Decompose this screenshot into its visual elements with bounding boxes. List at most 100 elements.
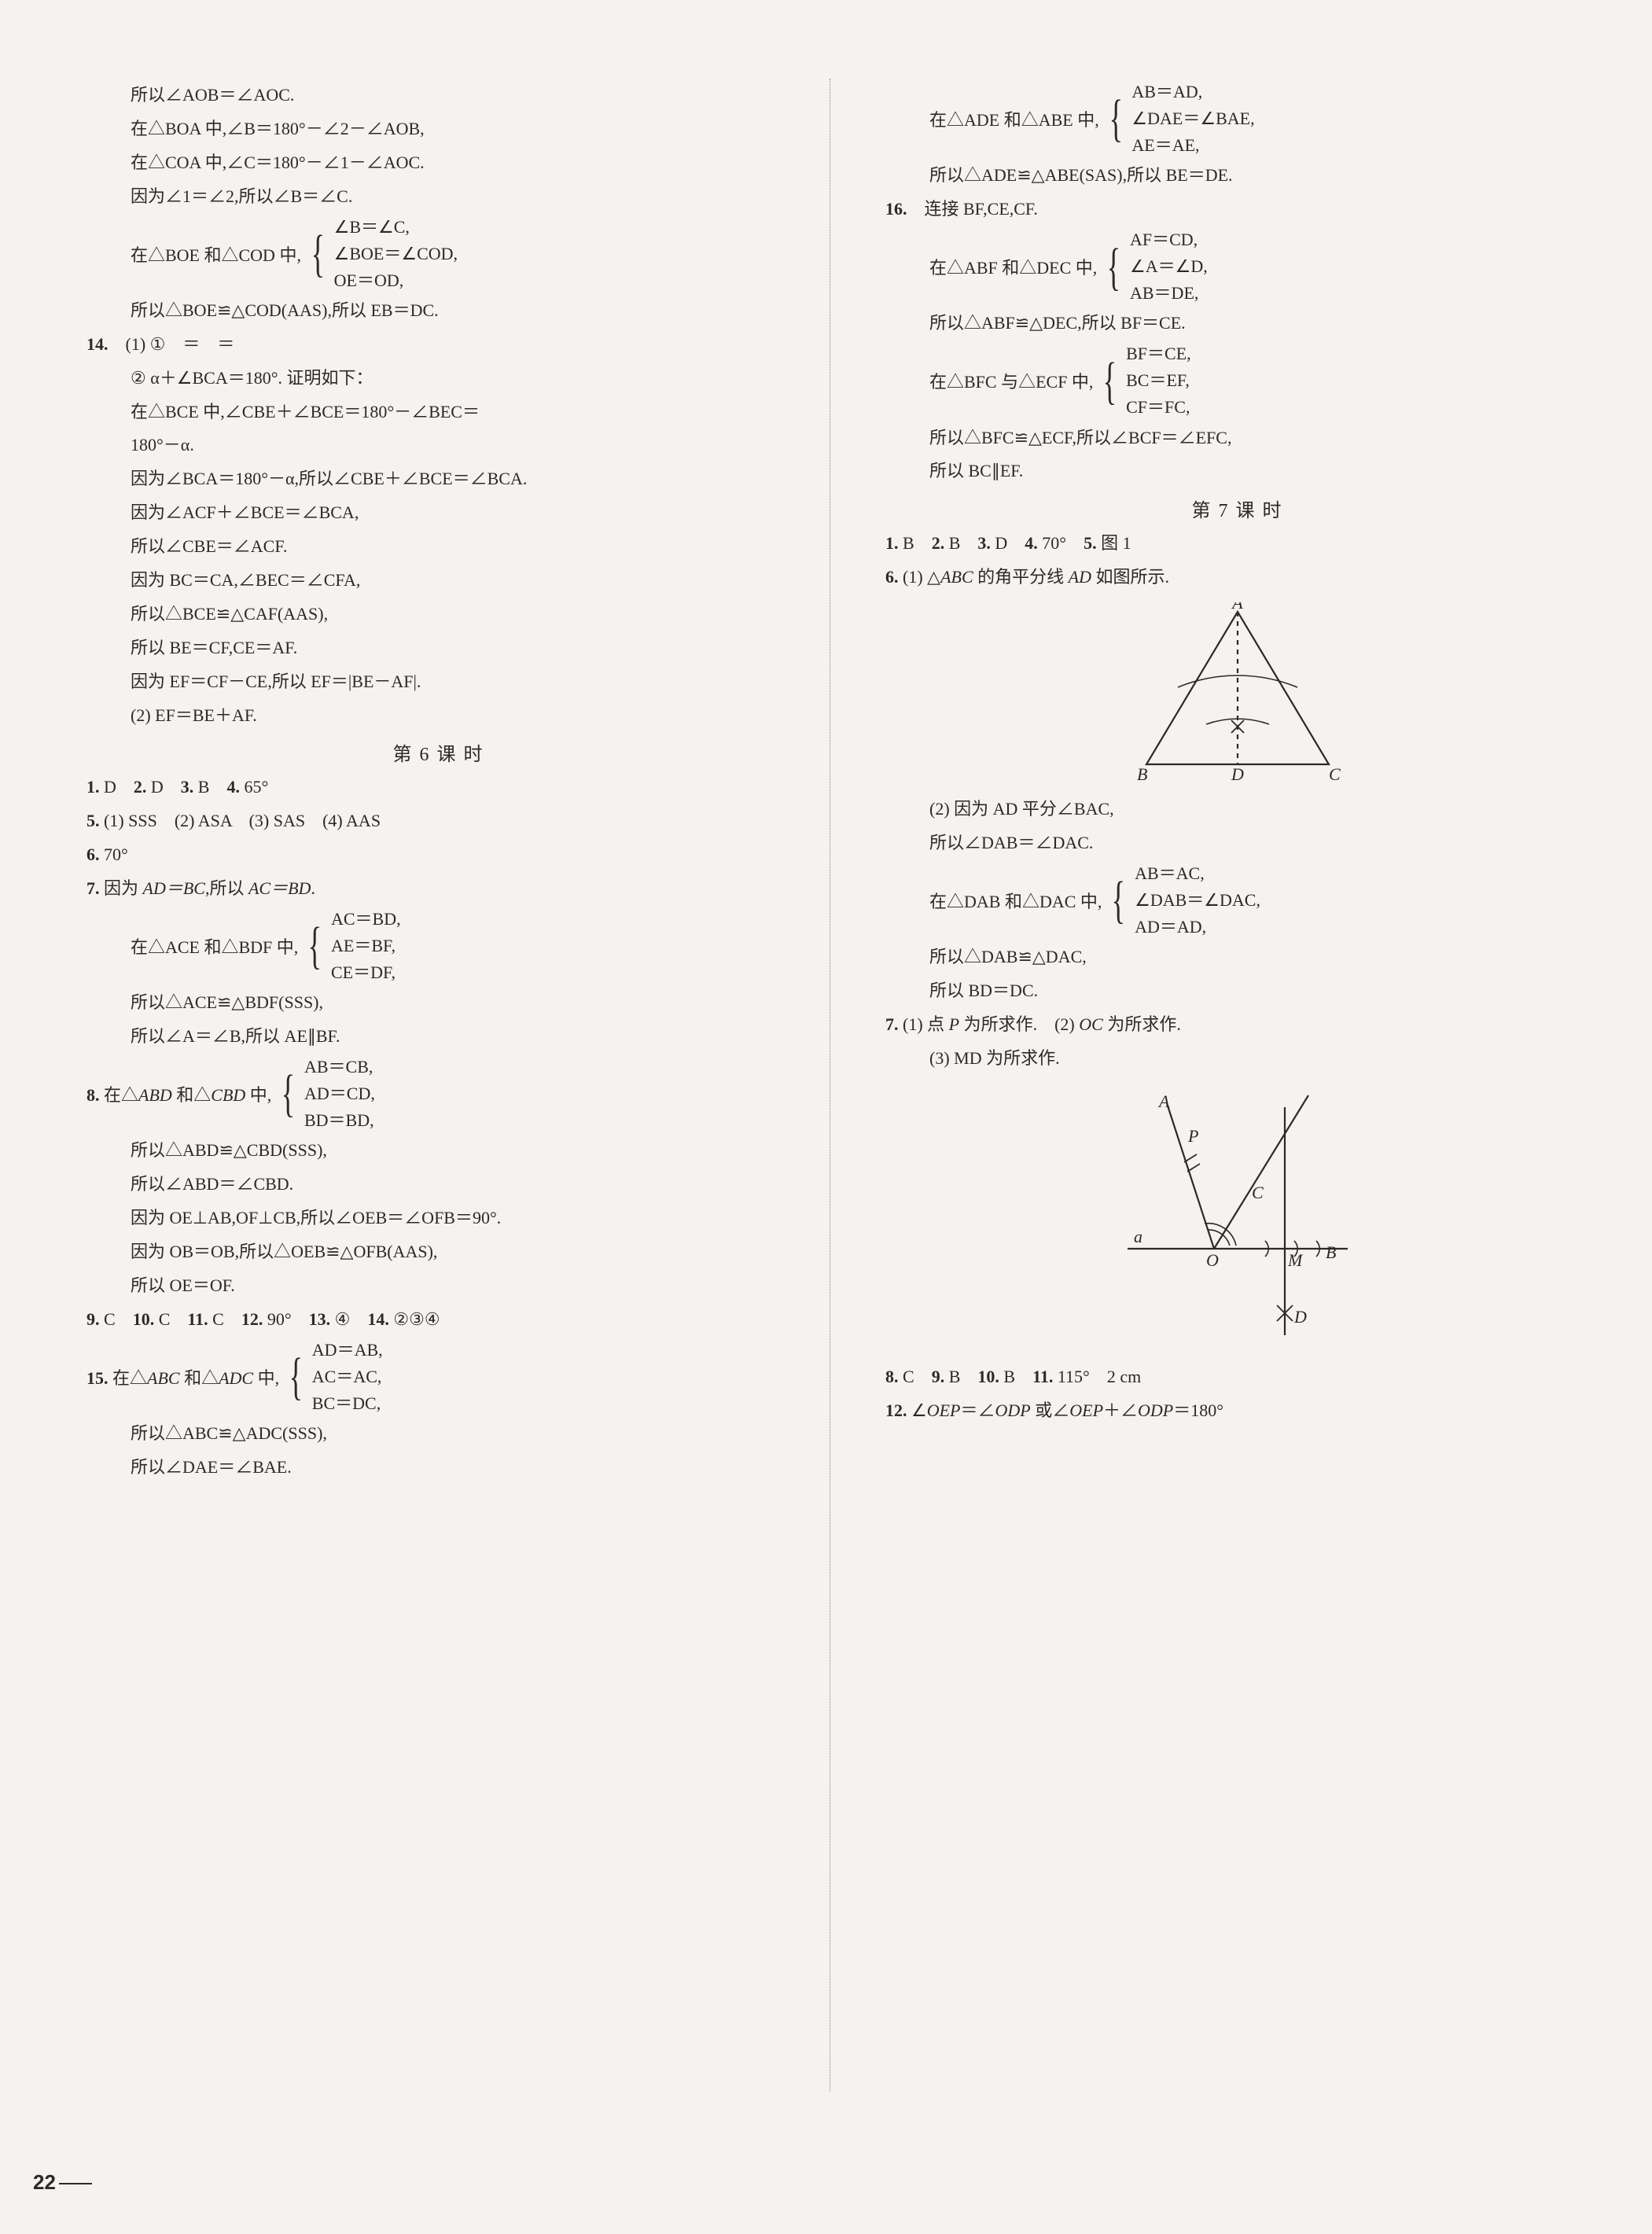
brace-block: 在△ACE 和△BDF 中, { AC＝BD, AE＝BF, CE＝DF, bbox=[86, 906, 790, 986]
brace-block: 在△BFC 与△ECF 中, { BF＝CE, BC＝EF, CF＝FC, bbox=[885, 340, 1589, 421]
brace-body: AF＝CD, ∠A＝∠D, AB＝DE, bbox=[1130, 226, 1208, 307]
page-content: 所以∠AOB＝∠AOC. 在△BOA 中,∠B＝180°－∠2－∠AOB, 在△… bbox=[86, 79, 1589, 2092]
answer-row: 1. B 2. B 3. D 4. 70° 5. 图 1 bbox=[885, 527, 1589, 561]
triangle-figure: A B D C bbox=[885, 594, 1589, 793]
svg-text:P: P bbox=[1187, 1126, 1198, 1146]
svg-text:C: C bbox=[1252, 1183, 1264, 1202]
text-line: 所以∠DAE＝∠BAE. bbox=[86, 1451, 790, 1485]
lesson7-heading: 第 7 课 时 bbox=[885, 488, 1589, 527]
brace-line: AB＝AC, bbox=[1135, 860, 1260, 887]
brace-line: ∠DAB＝∠DAC, bbox=[1135, 887, 1260, 914]
svg-text:a: a bbox=[1134, 1227, 1142, 1246]
brace-lead: 15. 在△ABC 和△ADC 中, bbox=[86, 1364, 279, 1389]
text-line: 所以△ABC≌△ADC(SSS), bbox=[86, 1417, 790, 1451]
text-line: 所以 BE＝CF,CE＝AF. bbox=[86, 631, 790, 665]
brace-line: AC＝AC, bbox=[312, 1364, 383, 1390]
brace-lead: 在△ABF 和△DEC 中, bbox=[929, 254, 1097, 279]
brace-block: 在△ADE 和△ABE 中, { AB＝AD, ∠DAE＝∠BAE, AE＝AE… bbox=[885, 79, 1589, 159]
text-line: 所以 BC∥EF. bbox=[885, 455, 1589, 488]
brace-line: AF＝CD, bbox=[1130, 226, 1208, 253]
text-line: 因为 OE⊥AB,OF⊥CB,所以∠OEB＝∠OFB＝90°. bbox=[86, 1202, 790, 1235]
text-line: 所以△DAB≌△DAC, bbox=[885, 940, 1589, 974]
answer-row: 8. C 9. B 10. B 11. 115° 2 cm bbox=[885, 1360, 1589, 1394]
text-line: 因为∠1＝∠2,所以∠B＝∠C. bbox=[86, 180, 790, 214]
brace-lead: 在△ADE 和△ABE 中, bbox=[929, 106, 1099, 131]
text-line: 所以∠ABD＝∠CBD. bbox=[86, 1168, 790, 1202]
answer-row: 9. C 10. C 11. C 12. 90° 13. ④ 14. ②③④ bbox=[86, 1303, 790, 1337]
text-line: 所以 BD＝DC. bbox=[885, 974, 1589, 1008]
svg-text:M: M bbox=[1287, 1250, 1304, 1270]
text-line: 在△BOA 中,∠B＝180°－∠2－∠AOB, bbox=[86, 112, 790, 146]
text-line: 在△BCE 中,∠CBE＋∠BCE＝180°－∠BEC＝ bbox=[86, 396, 790, 429]
brace-line: BC＝DC, bbox=[312, 1390, 383, 1417]
text: 连接 BF,CE,CF. bbox=[925, 199, 1038, 219]
brace-body: AC＝BD, AE＝BF, CE＝DF, bbox=[331, 906, 401, 986]
q7: 7. 因为 AD＝BC,所以 AC＝BD. bbox=[86, 872, 790, 906]
svg-text:B: B bbox=[1137, 764, 1147, 783]
svg-text:D: D bbox=[1231, 764, 1244, 783]
left-brace-icon: { bbox=[279, 1070, 297, 1117]
brace-line: AB＝CB, bbox=[304, 1054, 375, 1080]
left-brace-icon: { bbox=[1109, 877, 1128, 923]
brace-lead: 在△ACE 和△BDF 中, bbox=[131, 933, 298, 959]
brace-block: 在△BOE 和△COD 中, { ∠B＝∠C, ∠BOE＝∠COD, OE＝OD… bbox=[86, 214, 790, 294]
left-brace-icon: { bbox=[1101, 358, 1119, 404]
brace-block: 在△DAB 和△DAC 中, { AB＝AC, ∠DAB＝∠DAC, AD＝AD… bbox=[885, 860, 1589, 940]
brace-lead: 在△BFC 与△ECF 中, bbox=[929, 368, 1093, 393]
brace-lead: 8. 在△ABD 和△CBD 中, bbox=[86, 1081, 271, 1106]
brace-line: CF＝FC, bbox=[1126, 394, 1191, 421]
brace-body: AB＝CB, AD＝CD, BD＝BD, bbox=[304, 1054, 375, 1134]
text-line: (2) EF＝BE＋AF. bbox=[86, 699, 790, 733]
q6: 6. 70° bbox=[86, 838, 790, 872]
text-line: 因为 BC＝CA,∠BEC＝∠CFA, bbox=[86, 564, 790, 598]
right-column: 在△ADE 和△ABE 中, { AB＝AD, ∠DAE＝∠BAE, AE＝AE… bbox=[854, 79, 1589, 2092]
text-line: 因为∠BCA＝180°－α,所以∠CBE＋∠BCE＝∠BCA. bbox=[86, 462, 790, 496]
brace-line: AE＝AE, bbox=[1131, 132, 1254, 159]
q5: 5. (1) SSS (2) ASA (3) SAS (4) AAS bbox=[86, 804, 790, 838]
brace-body: BF＝CE, BC＝EF, CF＝FC, bbox=[1126, 340, 1191, 421]
left-brace-icon: { bbox=[306, 922, 324, 969]
brace-body: AD＝AB, AC＝AC, BC＝DC, bbox=[312, 1337, 383, 1417]
answer-row: 1. D 2. D 3. B 4. 65° bbox=[86, 771, 790, 804]
brace-block: 在△ABF 和△DEC 中, { AF＝CD, ∠A＝∠D, AB＝DE, bbox=[885, 226, 1589, 307]
brace-line: AC＝BD, bbox=[331, 906, 401, 933]
text-line: 所以△ABF≌△DEC,所以 BF＝CE. bbox=[885, 307, 1589, 340]
brace-lead: 在△DAB 和△DAC 中, bbox=[929, 888, 1102, 913]
svg-text:C: C bbox=[1329, 764, 1341, 783]
left-brace-icon: { bbox=[1105, 244, 1123, 290]
brace-body: ∠B＝∠C, ∠BOE＝∠COD, OE＝OD, bbox=[334, 214, 458, 294]
text-line: 所以△BOE≌△COD(AAS),所以 EB＝DC. bbox=[86, 294, 790, 328]
text-line: 所以∠A＝∠B,所以 AE∥BF. bbox=[86, 1020, 790, 1054]
question-number: 16. bbox=[885, 193, 920, 226]
page-number: 22 bbox=[33, 2170, 92, 2195]
brace-body: AB＝AC, ∠DAB＝∠DAC, AD＝AD, bbox=[1135, 860, 1260, 940]
brace-block: 8. 在△ABD 和△CBD 中, { AB＝CB, AD＝CD, BD＝BD, bbox=[86, 1054, 790, 1134]
text-line: 所以△ADE≌△ABE(SAS),所以 BE＝DE. bbox=[885, 159, 1589, 193]
q16: 16. 连接 BF,CE,CF. bbox=[885, 193, 1589, 226]
text-line: 所以 OE＝OF. bbox=[86, 1269, 790, 1303]
brace-line: ∠DAE＝∠BAE, bbox=[1131, 105, 1254, 132]
q7: 7. (1) 点 P 为所求作. (2) OC 为所求作. bbox=[885, 1008, 1589, 1042]
brace-line: AD＝AB, bbox=[312, 1337, 383, 1364]
angle-figure: a A P C O M B D bbox=[885, 1076, 1589, 1360]
svg-text:O: O bbox=[1206, 1250, 1219, 1270]
brace-line: ∠BOE＝∠COD, bbox=[334, 241, 458, 267]
text-line: 所以∠AOB＝∠AOC. bbox=[86, 79, 790, 112]
brace-line: AD＝CD, bbox=[304, 1080, 375, 1107]
svg-text:B: B bbox=[1326, 1242, 1336, 1262]
text-line: 因为 EF＝CF－CE,所以 EF＝|BE－AF|. bbox=[86, 665, 790, 699]
text-line: 所以△BFC≌△ECF,所以∠BCF＝∠EFC, bbox=[885, 421, 1589, 455]
brace-block: 15. 在△ABC 和△ADC 中, { AD＝AB, AC＝AC, BC＝DC… bbox=[86, 1337, 790, 1417]
left-brace-icon: { bbox=[308, 230, 326, 277]
brace-lead: 在△BOE 和△COD 中, bbox=[131, 241, 301, 267]
question-number: 14. bbox=[86, 328, 121, 362]
brace-line: ∠B＝∠C, bbox=[334, 214, 458, 241]
brace-line: BF＝CE, bbox=[1126, 340, 1191, 367]
brace-line: ∠A＝∠D, bbox=[1130, 253, 1208, 280]
q6: 6. (1) △ABC 的角平分线 AD 如图所示. bbox=[885, 561, 1589, 594]
brace-line: CE＝DF, bbox=[331, 959, 401, 986]
page-number-value: 22 bbox=[33, 2170, 56, 2194]
lesson6-heading: 第 6 课 时 bbox=[86, 732, 790, 771]
brace-line: AD＝AD, bbox=[1135, 914, 1260, 940]
left-column: 所以∠AOB＝∠AOC. 在△BOA 中,∠B＝180°－∠2－∠AOB, 在△… bbox=[86, 79, 806, 2092]
